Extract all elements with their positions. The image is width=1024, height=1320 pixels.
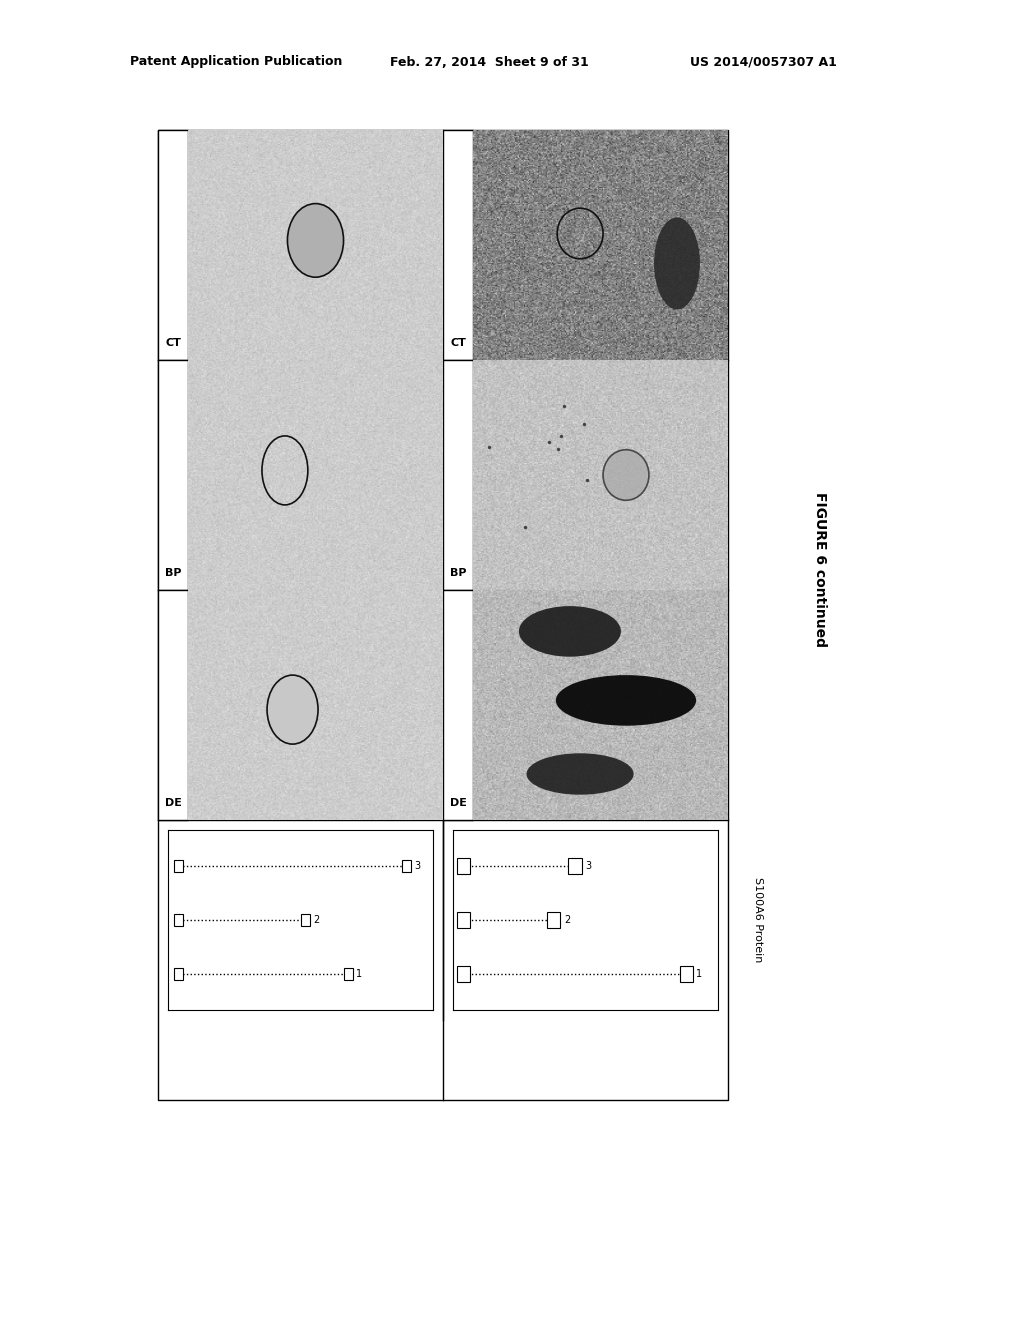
Ellipse shape bbox=[288, 203, 343, 277]
Bar bbox=[344, 968, 353, 981]
Bar bbox=[457, 858, 470, 874]
Text: 1: 1 bbox=[696, 969, 702, 979]
Bar bbox=[401, 859, 412, 873]
Text: DE: DE bbox=[165, 799, 181, 808]
Bar bbox=[158, 129, 188, 360]
Bar bbox=[174, 913, 183, 927]
Text: CT: CT bbox=[451, 338, 466, 348]
Bar bbox=[158, 129, 728, 1100]
Bar bbox=[174, 968, 183, 981]
Bar bbox=[174, 859, 183, 873]
Text: Feb. 27, 2014  Sheet 9 of 31: Feb. 27, 2014 Sheet 9 of 31 bbox=[390, 55, 589, 69]
Text: 1: 1 bbox=[355, 969, 361, 979]
Bar bbox=[457, 966, 470, 982]
Ellipse shape bbox=[267, 675, 318, 744]
Bar bbox=[568, 858, 582, 874]
Text: 3: 3 bbox=[414, 861, 420, 871]
Text: DE: DE bbox=[450, 799, 467, 808]
Bar bbox=[301, 913, 310, 927]
Bar bbox=[547, 912, 560, 928]
Text: 2: 2 bbox=[313, 915, 319, 925]
Bar bbox=[158, 360, 188, 590]
Ellipse shape bbox=[603, 450, 649, 500]
Bar bbox=[443, 590, 473, 820]
Text: 2: 2 bbox=[564, 915, 570, 925]
Ellipse shape bbox=[526, 754, 634, 795]
Text: BP: BP bbox=[165, 568, 181, 578]
Text: US 2014/0057307 A1: US 2014/0057307 A1 bbox=[690, 55, 837, 69]
Text: S100A6 Protein: S100A6 Protein bbox=[753, 878, 763, 962]
Ellipse shape bbox=[519, 606, 621, 657]
Bar bbox=[680, 966, 693, 982]
Text: CT: CT bbox=[165, 338, 181, 348]
Bar bbox=[443, 129, 473, 360]
Text: FIGURE 6 continued: FIGURE 6 continued bbox=[813, 492, 827, 648]
Text: Patent Application Publication: Patent Application Publication bbox=[130, 55, 342, 69]
Text: BP: BP bbox=[450, 568, 466, 578]
Ellipse shape bbox=[654, 218, 700, 309]
Text: Cystatin N: Cystatin N bbox=[460, 891, 470, 949]
Text: 3: 3 bbox=[585, 861, 591, 871]
Bar bbox=[158, 590, 188, 820]
Bar bbox=[457, 912, 470, 928]
Ellipse shape bbox=[556, 675, 696, 726]
Bar bbox=[443, 360, 473, 590]
